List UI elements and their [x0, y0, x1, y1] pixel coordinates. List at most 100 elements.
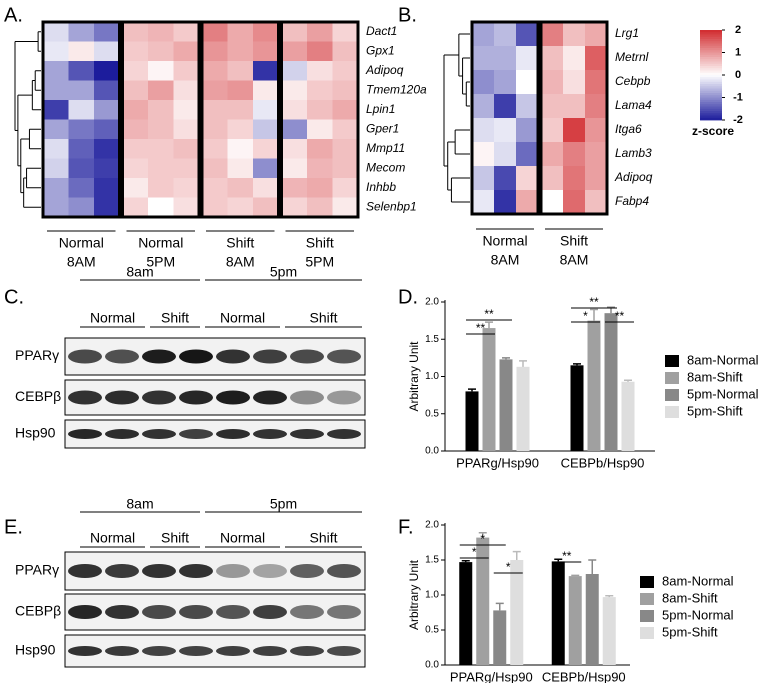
legend-label: 5pm-Normal: [687, 386, 759, 401]
y-tick-label: 1.0: [425, 371, 439, 382]
group-label: 8AM: [67, 254, 96, 270]
group-label: 8AM: [491, 252, 520, 268]
gene-label: Itga6: [615, 122, 642, 136]
group-label: Shift: [309, 310, 337, 326]
legend-swatch: [640, 610, 654, 622]
blot-band: [216, 646, 250, 656]
heatmap-cell: [173, 178, 200, 198]
heatmap-cell: [68, 178, 95, 198]
error-bar: [590, 308, 598, 321]
blot-band: [142, 429, 176, 439]
bar: [459, 562, 473, 665]
heatmap-cell: [148, 178, 174, 198]
blot-band: [68, 646, 102, 656]
heatmap-cell: [94, 139, 120, 159]
significance-label: *: [583, 309, 588, 323]
panel-label: C.: [4, 286, 24, 308]
heatmap-cell: [281, 139, 308, 159]
heatmap-cell: [227, 61, 254, 81]
blot-band: [253, 429, 287, 439]
blot-band: [142, 390, 176, 405]
heatmap-cell: [281, 197, 308, 218]
group-border: [280, 20, 360, 219]
heatmap-cell: [227, 139, 254, 159]
group-label: Shift: [161, 310, 189, 326]
heatmap-cell: [202, 61, 228, 81]
heatmap-cell: [281, 178, 308, 198]
heatmap-cell: [585, 22, 608, 47]
blot-band: [290, 390, 324, 405]
heatmap-cell: [202, 197, 228, 218]
error-bar: [573, 363, 581, 366]
heatmap-cell: [494, 22, 517, 47]
blot-row-label: PPARγ: [15, 347, 59, 363]
blot-band: [253, 564, 287, 578]
blot-band: [105, 349, 139, 364]
blot-band: [290, 349, 324, 364]
heatmap-cell: [43, 41, 69, 62]
blot-band: [290, 429, 324, 439]
bar: [465, 391, 479, 451]
colorbar-segment: [700, 34, 722, 38]
blot-band: [142, 605, 176, 619]
legend-swatch: [665, 406, 679, 418]
colorbar-segment: [700, 93, 722, 96]
colorbar-segment: [700, 72, 722, 76]
gene-label: Selenbp1: [366, 199, 417, 213]
gene-label: Lrg1: [615, 26, 639, 40]
heatmap-cell: [307, 61, 333, 81]
heatmap-cell: [332, 41, 359, 62]
legend-swatch: [640, 627, 654, 639]
heatmap-cell: [281, 100, 308, 120]
blot-row-label: Hsp90: [15, 642, 56, 658]
heatmap-cell: [585, 46, 608, 71]
gene-label: Tmem120a: [366, 82, 427, 96]
heatmap-cell: [227, 41, 254, 62]
bar: [510, 560, 524, 665]
colorbar-segment: [700, 108, 722, 112]
significance-label: **: [562, 549, 572, 563]
gene-label: Cebpb: [615, 74, 651, 88]
heatmap-cell: [307, 100, 333, 120]
blot-band: [142, 564, 176, 578]
blot-band: [327, 605, 361, 619]
heatmap-cell: [94, 119, 120, 140]
colorbar-segment: [700, 32, 722, 35]
y-tick-label: 0.5: [425, 408, 439, 419]
panel-label: D.: [398, 286, 418, 308]
heatmap-cell: [494, 166, 517, 191]
blot-row-label: CEBPβ: [15, 388, 61, 404]
heatmap-cell: [332, 158, 359, 179]
colorbar-segment: [700, 50, 722, 53]
significance-label: **: [615, 309, 625, 323]
bar: [476, 537, 490, 665]
time-label: 8am: [126, 264, 153, 280]
panel-label: A.: [4, 4, 23, 26]
colorbar-segment: [700, 88, 722, 92]
blot-band: [179, 390, 213, 405]
blot-band: [216, 564, 250, 578]
heatmap-cell: [253, 41, 279, 62]
heatmap-cell: [227, 197, 254, 218]
heatmap-cell: [122, 158, 149, 179]
heatmap-cell: [43, 197, 69, 218]
blot-band: [327, 646, 361, 656]
heatmap-cell: [173, 119, 200, 140]
heatmap-cell: [253, 119, 279, 140]
y-tick-label: 0.5: [425, 625, 439, 636]
heatmap-cell: [227, 80, 254, 101]
colorbar-segment: [700, 57, 722, 60]
gene-label: Gpx1: [366, 43, 395, 57]
heatmap-cell: [563, 22, 586, 47]
heatmap-cell: [253, 178, 279, 198]
gene-label: Lpin1: [366, 102, 395, 116]
blot-band: [253, 390, 287, 405]
heatmap-cell: [202, 80, 228, 101]
colorbar-segment: [700, 36, 722, 40]
heatmap-cell: [173, 139, 200, 159]
heatmap-cell: [332, 61, 359, 81]
heatmap-cell: [472, 142, 495, 167]
heatmap-cell: [281, 119, 308, 140]
colorbar-tick-label: 0: [735, 69, 741, 81]
blot-band: [253, 349, 287, 364]
